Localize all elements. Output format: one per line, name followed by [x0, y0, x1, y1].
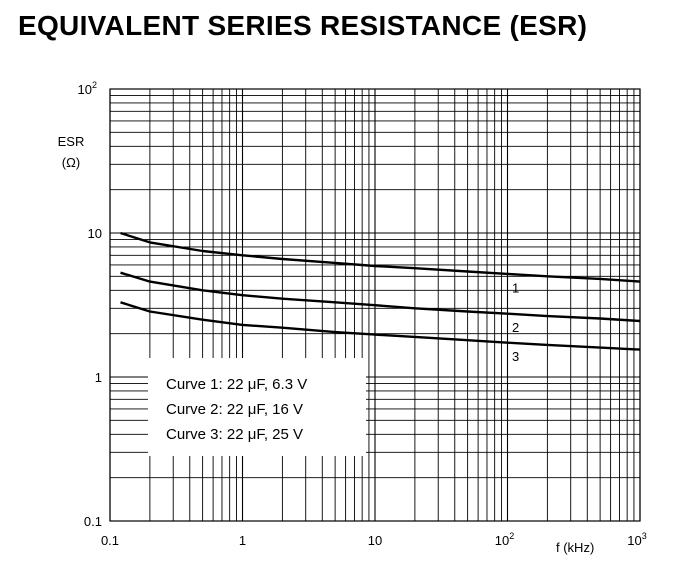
- legend-item-2: Curve 2: 22 μF, 16 V: [166, 401, 304, 418]
- series-label-3: 3: [512, 349, 519, 364]
- y-tick-label: 0.1: [84, 514, 102, 529]
- chart-title: EQUIVALENT SERIES RESISTANCE (ESR): [18, 10, 588, 41]
- x-tick-label: 10: [368, 533, 382, 548]
- series-line-3: [120, 301, 641, 351]
- tick-labels: 0.1 1 10 102 103 0.1 1 10 102: [78, 80, 647, 548]
- legend-item-3: Curve 3: 22 μF, 25 V: [166, 426, 304, 443]
- x-tick-label: 103: [627, 531, 646, 548]
- plot-frame: [109, 88, 641, 522]
- y-tick-label: 10: [88, 226, 102, 241]
- x-tick-label: 0.1: [101, 533, 119, 548]
- x-axis-label: f (kHz): [556, 540, 594, 555]
- series-line-2: [120, 271, 641, 323]
- x-tick-label: 102: [495, 531, 514, 548]
- legend-item-1: Curve 1: 22 μF, 6.3 V: [166, 376, 308, 393]
- y-tick-label: 1: [95, 370, 102, 385]
- legend: Curve 1: 22 μF, 6.3 V Curve 2: 22 μF, 16…: [148, 358, 366, 456]
- y-tick-label: 102: [78, 80, 97, 97]
- curves: 1 2 3: [120, 231, 641, 364]
- y-axis-label: ESR: [58, 134, 85, 149]
- y-axis-unit: (Ω): [62, 155, 80, 170]
- axis-labels: ESR (Ω) f (kHz): [58, 134, 595, 555]
- series-line-1: [120, 231, 641, 283]
- series-label-1: 1: [512, 280, 519, 295]
- series-label-2: 2: [512, 320, 519, 335]
- x-tick-label: 1: [239, 533, 246, 548]
